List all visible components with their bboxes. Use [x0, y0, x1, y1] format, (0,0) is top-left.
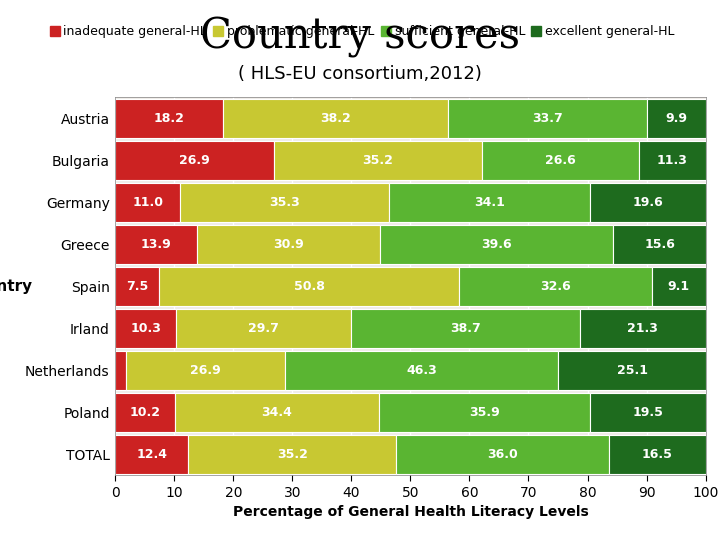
Bar [590, 183, 706, 221]
Bar [284, 351, 558, 389]
Text: ( HLS-EU consortium,2012): ( HLS-EU consortium,2012) [238, 65, 482, 83]
Bar [482, 141, 639, 179]
Text: 26.9: 26.9 [190, 364, 220, 377]
Bar [609, 435, 706, 474]
Bar [115, 99, 222, 138]
Text: 35.2: 35.2 [362, 154, 393, 167]
Text: 18.2: 18.2 [153, 112, 184, 125]
Text: 19.6: 19.6 [632, 195, 663, 208]
Bar [115, 267, 160, 306]
Bar [115, 435, 189, 474]
Text: 11.0: 11.0 [132, 195, 163, 208]
Bar [396, 435, 609, 474]
Bar [176, 393, 379, 431]
Bar [558, 351, 706, 389]
Text: 25.1: 25.1 [616, 364, 647, 377]
Bar [379, 225, 613, 264]
Text: 36.0: 36.0 [487, 448, 518, 461]
Bar [115, 309, 176, 348]
Text: 50.8: 50.8 [294, 280, 325, 293]
Bar [652, 267, 706, 306]
Text: 15.6: 15.6 [644, 238, 675, 251]
Text: 13.9: 13.9 [141, 238, 171, 251]
Text: 26.9: 26.9 [179, 154, 210, 167]
Text: 12.4: 12.4 [136, 448, 167, 461]
Bar [379, 393, 590, 431]
Bar [351, 309, 580, 348]
Bar [126, 351, 284, 389]
Bar [189, 435, 396, 474]
Text: 35.2: 35.2 [277, 448, 307, 461]
Text: 16.5: 16.5 [642, 448, 673, 461]
Bar [448, 99, 647, 138]
Text: 35.3: 35.3 [269, 195, 300, 208]
Text: 38.7: 38.7 [450, 322, 481, 335]
Text: 10.3: 10.3 [130, 322, 161, 335]
Text: 38.2: 38.2 [320, 112, 351, 125]
Text: 46.3: 46.3 [406, 364, 437, 377]
Bar [389, 183, 590, 221]
Text: Country: Country [0, 279, 32, 294]
Bar [274, 141, 482, 179]
Bar [222, 99, 448, 138]
Text: 10.2: 10.2 [130, 406, 161, 419]
Bar [613, 225, 706, 264]
Text: 9.1: 9.1 [667, 280, 690, 293]
Text: 35.9: 35.9 [469, 406, 500, 419]
Text: 34.1: 34.1 [474, 195, 505, 208]
Text: 32.6: 32.6 [540, 280, 571, 293]
Text: 19.5: 19.5 [633, 406, 663, 419]
Text: 9.9: 9.9 [665, 112, 688, 125]
Text: 26.6: 26.6 [545, 154, 576, 167]
Text: 30.9: 30.9 [273, 238, 304, 251]
Bar [459, 267, 652, 306]
Text: 21.3: 21.3 [627, 322, 658, 335]
Bar [590, 393, 706, 431]
Bar [160, 267, 459, 306]
Bar [115, 183, 180, 221]
Text: Country scores: Country scores [200, 16, 520, 58]
Text: 29.7: 29.7 [248, 322, 279, 335]
Bar [580, 309, 706, 348]
Bar [115, 141, 274, 179]
Bar [197, 225, 379, 264]
Bar [115, 393, 176, 431]
Text: 34.4: 34.4 [261, 406, 292, 419]
Bar [115, 225, 197, 264]
Text: 7.5: 7.5 [126, 280, 148, 293]
Legend: inadequate general-HL, problematic general-HL, sufficient general-HL, excellent : inadequate general-HL, problematic gener… [45, 21, 680, 43]
Text: 11.3: 11.3 [657, 154, 688, 167]
Bar [639, 141, 706, 179]
Bar [647, 99, 706, 138]
Text: 33.7: 33.7 [532, 112, 563, 125]
Text: 39.6: 39.6 [481, 238, 512, 251]
X-axis label: Percentage of General Health Literacy Levels: Percentage of General Health Literacy Le… [233, 505, 588, 519]
Bar [176, 309, 351, 348]
Bar [180, 183, 389, 221]
Bar [115, 351, 126, 389]
